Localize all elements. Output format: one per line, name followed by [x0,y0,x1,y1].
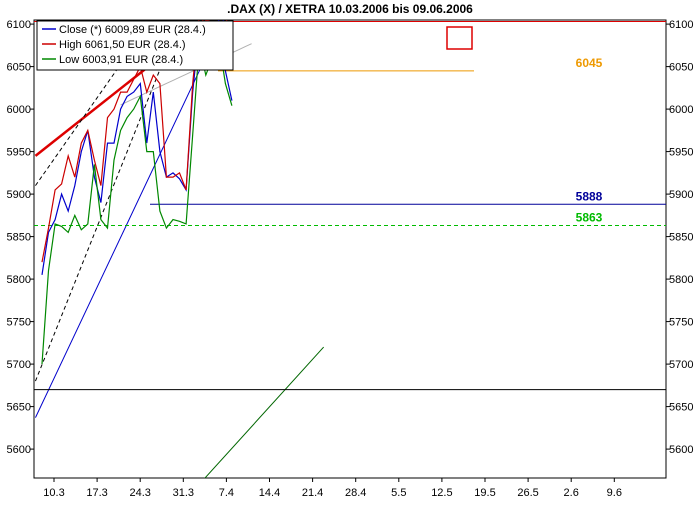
x-tick-label: 31.3 [173,487,194,499]
legend-label: Low 6003,91 EUR (28.4.) [59,54,183,66]
y-tick-label-right: 5800 [669,274,693,286]
legend-box [36,20,234,71]
x-tick-label: 9.6 [607,487,622,499]
marker-box [446,26,473,50]
level-label-6045: 6045 [576,56,603,70]
y-tick-label-left: 6050 [7,62,31,74]
series-line-2 [41,20,233,263]
y-tick-label-left: 6000 [7,104,31,116]
y-tick-label-left: 5950 [7,147,31,159]
legend: Close (*) 6009,89 EUR (28.4.) High 6061,5… [36,20,234,71]
y-tick-label-right: 6050 [669,62,693,74]
chart-title: .DAX (X) / XETRA 10.03.2006 bis 09.06.20… [227,2,473,16]
x-tick-label: 2.6 [564,487,579,499]
y-tick-label-right: 5950 [669,147,693,159]
legend-label: High 6061,50 EUR (28.4.) [59,39,186,51]
x-tick-label: 10.3 [43,487,64,499]
y-tick-label-left: 5650 [7,402,31,414]
x-tick-label: 28.4 [345,487,366,499]
x-tick-label: 12.5 [431,487,452,499]
reference-lines-layer: 6103 6045 5888 5863 [34,7,666,478]
x-tick-label: 17.3 [86,487,107,499]
trend-line-3 [35,20,153,186]
x-tick-label: 19.5 [474,487,495,499]
y-tick-label-left: 5850 [7,232,31,244]
y-tick-label-left: 5900 [7,189,31,201]
y-tick-label-right: 5850 [669,232,693,244]
legend-label: Close (*) 6009,89 EUR (28.4.) [59,24,206,36]
level-label-5863: 5863 [576,211,603,225]
y-tick-label-left: 5750 [7,317,31,329]
x-tick-label: 24.3 [129,487,150,499]
x-tick-label: 26.5 [517,487,538,499]
x-tick-label: 7.4 [219,487,234,499]
y-tick-label-right: 6000 [669,104,693,116]
y-tick-label-right: 5900 [669,189,693,201]
axes-layer: 5600 5600 5650 5650 5700 5700 5750 5750 5800 5800… [7,19,694,499]
x-tick-label: 5.5 [391,487,406,499]
y-tick-label-left: 6100 [7,19,31,31]
y-tick-label-right: 5700 [669,359,693,371]
level-label-5888: 5888 [576,189,603,203]
y-tick-label-right: 5650 [669,402,693,414]
plot-frame [33,19,667,479]
y-tick-label-right: 5600 [669,444,693,456]
y-tick-label-left: 5800 [7,274,31,286]
level-label-6103: 6103 [576,7,603,21]
trend-line-4 [34,20,181,382]
trend-line-5 [204,346,325,478]
trend-line-2 [34,20,224,418]
y-tick-label-right: 5750 [669,317,693,329]
y-tick-label-left: 5600 [7,444,31,456]
y-tick-label-right: 6100 [669,19,693,31]
y-tick-label-left: 5700 [7,359,31,371]
x-tick-label: 21.4 [302,487,323,499]
x-tick-label: 14.4 [259,487,280,499]
